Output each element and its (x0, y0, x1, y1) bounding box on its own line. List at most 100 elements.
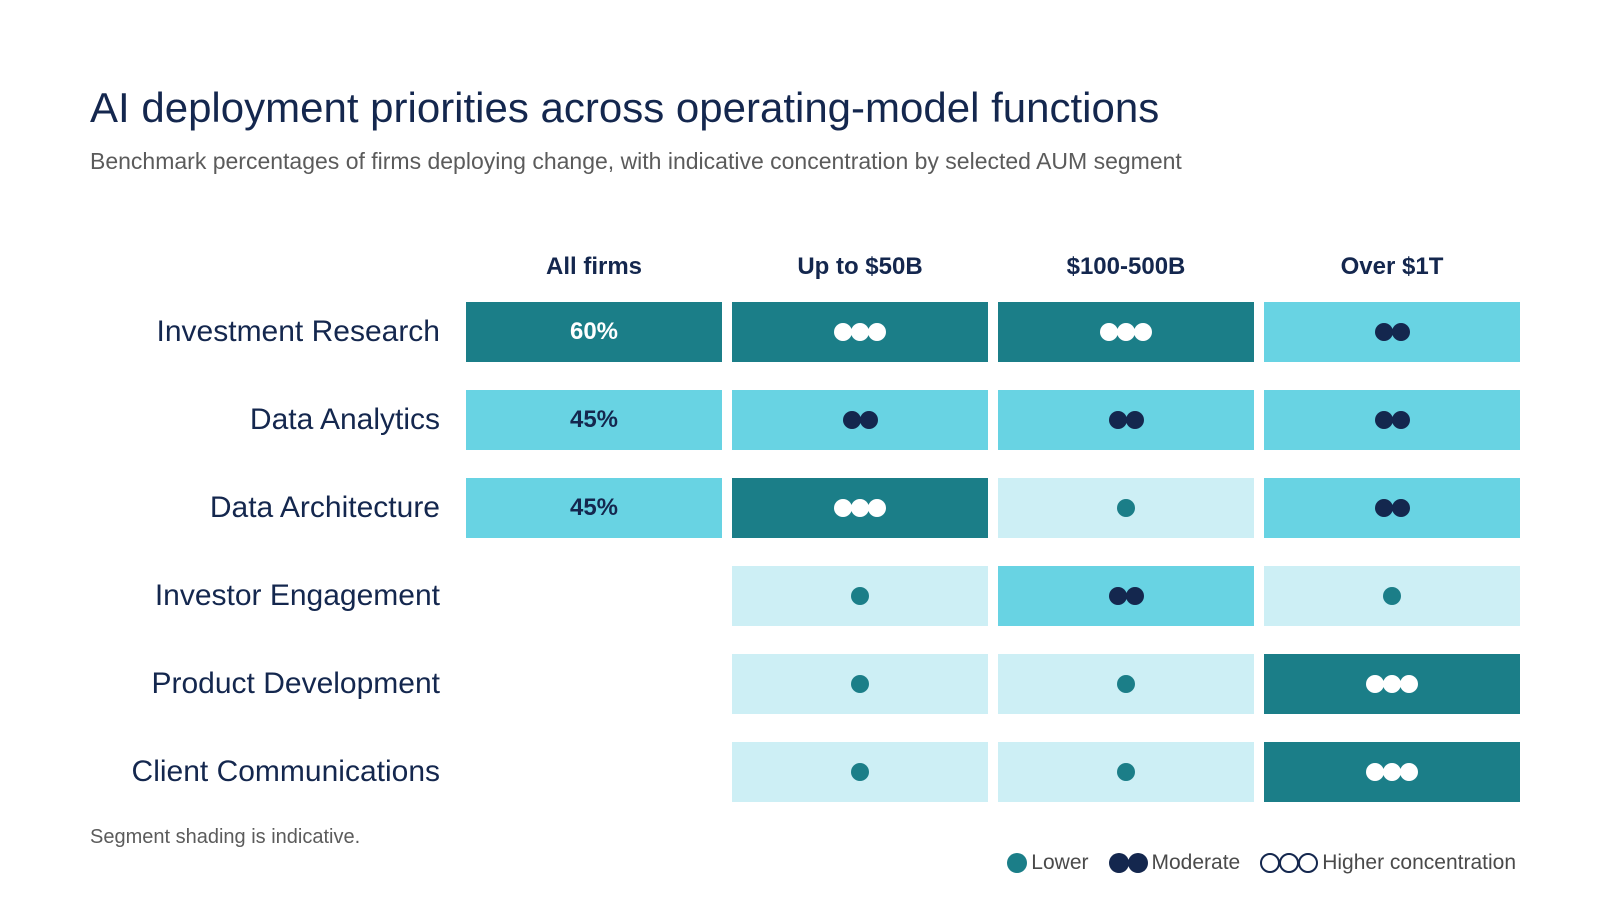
dot-icon (851, 323, 869, 341)
dot-icon (851, 499, 869, 517)
legend-label: Higher concentration (1322, 851, 1516, 874)
dot-icon (1108, 853, 1129, 873)
cell-100-500b (998, 654, 1254, 714)
dot-icon (1108, 587, 1127, 605)
cell-up-to-50b (732, 478, 988, 538)
cell-up-to-50b (732, 302, 988, 362)
concentration-dots (834, 499, 886, 517)
dot-icon (859, 411, 878, 429)
legend-item-lower: Lower (1007, 851, 1089, 875)
concentration-dots (1117, 763, 1135, 781)
dot-icon (1400, 675, 1418, 693)
concentration-dots (1100, 323, 1152, 341)
dot-icon (1366, 675, 1384, 693)
dot-icon (1127, 853, 1148, 873)
dot-icon (1298, 853, 1319, 873)
dot-icon (851, 675, 869, 693)
cell-up-to-50b (732, 566, 988, 626)
cell-over-1t (1264, 566, 1520, 626)
dot-icon (1374, 411, 1393, 429)
dot-icon (1366, 763, 1384, 781)
dot-icon (1134, 323, 1152, 341)
dot-icon (1383, 675, 1401, 693)
cell-over-1t (1264, 390, 1520, 450)
dot-icon (1391, 411, 1410, 429)
percentage-label: 60% (569, 318, 619, 345)
percentage-label: 45% (569, 406, 619, 433)
cell-all-firms: 60% (466, 302, 722, 362)
concentration-dots (1374, 499, 1410, 517)
concentration-dots (1374, 323, 1410, 341)
dot-icon (1383, 587, 1401, 605)
dot-icon (1391, 499, 1410, 517)
row-label-product-development: Product Development (151, 667, 441, 700)
column-header-all-firms: All firms (545, 253, 643, 280)
row-label-investment-research: Investment Research (156, 315, 440, 348)
dot-icon (1117, 499, 1135, 517)
cell-100-500b (998, 742, 1254, 802)
row-label-investor-engagement: Investor Engagement (154, 579, 440, 612)
concentration-dots (1108, 587, 1144, 605)
concentration-dots (1383, 587, 1401, 605)
cell-up-to-50b (732, 390, 988, 450)
row-label-data-analytics: Data Analytics (249, 403, 440, 436)
cell-up-to-50b (732, 654, 988, 714)
cell-100-500b (998, 390, 1254, 450)
cell-100-500b (998, 566, 1254, 626)
concentration-dots (1260, 853, 1319, 873)
dot-icon (851, 763, 869, 781)
dot-icon (1108, 411, 1127, 429)
dot-icon (1100, 323, 1118, 341)
dot-icon (1117, 763, 1135, 781)
dot-icon (1117, 675, 1135, 693)
dot-icon (1391, 323, 1410, 341)
legend-item-higher-concentration: Higher concentration (1260, 851, 1516, 875)
concentration-dots (1108, 853, 1148, 873)
dot-icon (834, 323, 852, 341)
dot-icon (868, 323, 886, 341)
concentration-dots (1108, 411, 1144, 429)
concentration-dots (1366, 763, 1418, 781)
cell-over-1t (1264, 302, 1520, 362)
dot-icon (1117, 323, 1135, 341)
cell-all-firms: 45% (466, 478, 722, 538)
concentration-dots (851, 675, 869, 693)
cell-over-1t (1264, 742, 1520, 802)
dot-icon (1374, 499, 1393, 517)
column-header-100-500b: $100-500B (1066, 253, 1186, 280)
dot-icon (1260, 853, 1281, 873)
dot-icon (851, 587, 869, 605)
legend-item-moderate: Moderate (1108, 851, 1241, 875)
dot-icon (1125, 411, 1144, 429)
legend-label: Moderate (1151, 851, 1241, 874)
concentration-dots (851, 587, 869, 605)
concentration-dots (1117, 499, 1135, 517)
cell-100-500b (998, 478, 1254, 538)
cell-all-firms: 45% (466, 390, 722, 450)
dot-icon (1383, 763, 1401, 781)
concentration-dots (1117, 675, 1135, 693)
dot-icon (834, 499, 852, 517)
dot-icon (1007, 853, 1028, 873)
concentration-dots (851, 763, 869, 781)
cell-100-500b (998, 302, 1254, 362)
dot-icon (842, 411, 861, 429)
chart-title: AI deployment priorities across operatin… (90, 84, 1160, 131)
dot-icon (1279, 853, 1300, 873)
cell-over-1t (1264, 654, 1520, 714)
column-header-up-to-50b: Up to $50B (797, 253, 923, 280)
column-header-over-1t: Over $1T (1340, 253, 1444, 280)
row-label-client-communications: Client Communications (131, 755, 440, 788)
legend-label: Lower (1031, 851, 1089, 874)
cell-up-to-50b (732, 742, 988, 802)
row-label-data-architecture: Data Architecture (209, 491, 440, 524)
concentration-dots (1007, 853, 1028, 873)
concentration-dots (842, 411, 878, 429)
legend: Lower Moderate Higher concentration (1007, 851, 1516, 875)
cell-over-1t (1264, 478, 1520, 538)
concentration-dots (1374, 411, 1410, 429)
concentration-dots (1366, 675, 1418, 693)
chart-subtitle: Benchmark percentages of firms deploying… (90, 148, 1182, 174)
concentration-dots (834, 323, 886, 341)
dot-icon (1400, 763, 1418, 781)
